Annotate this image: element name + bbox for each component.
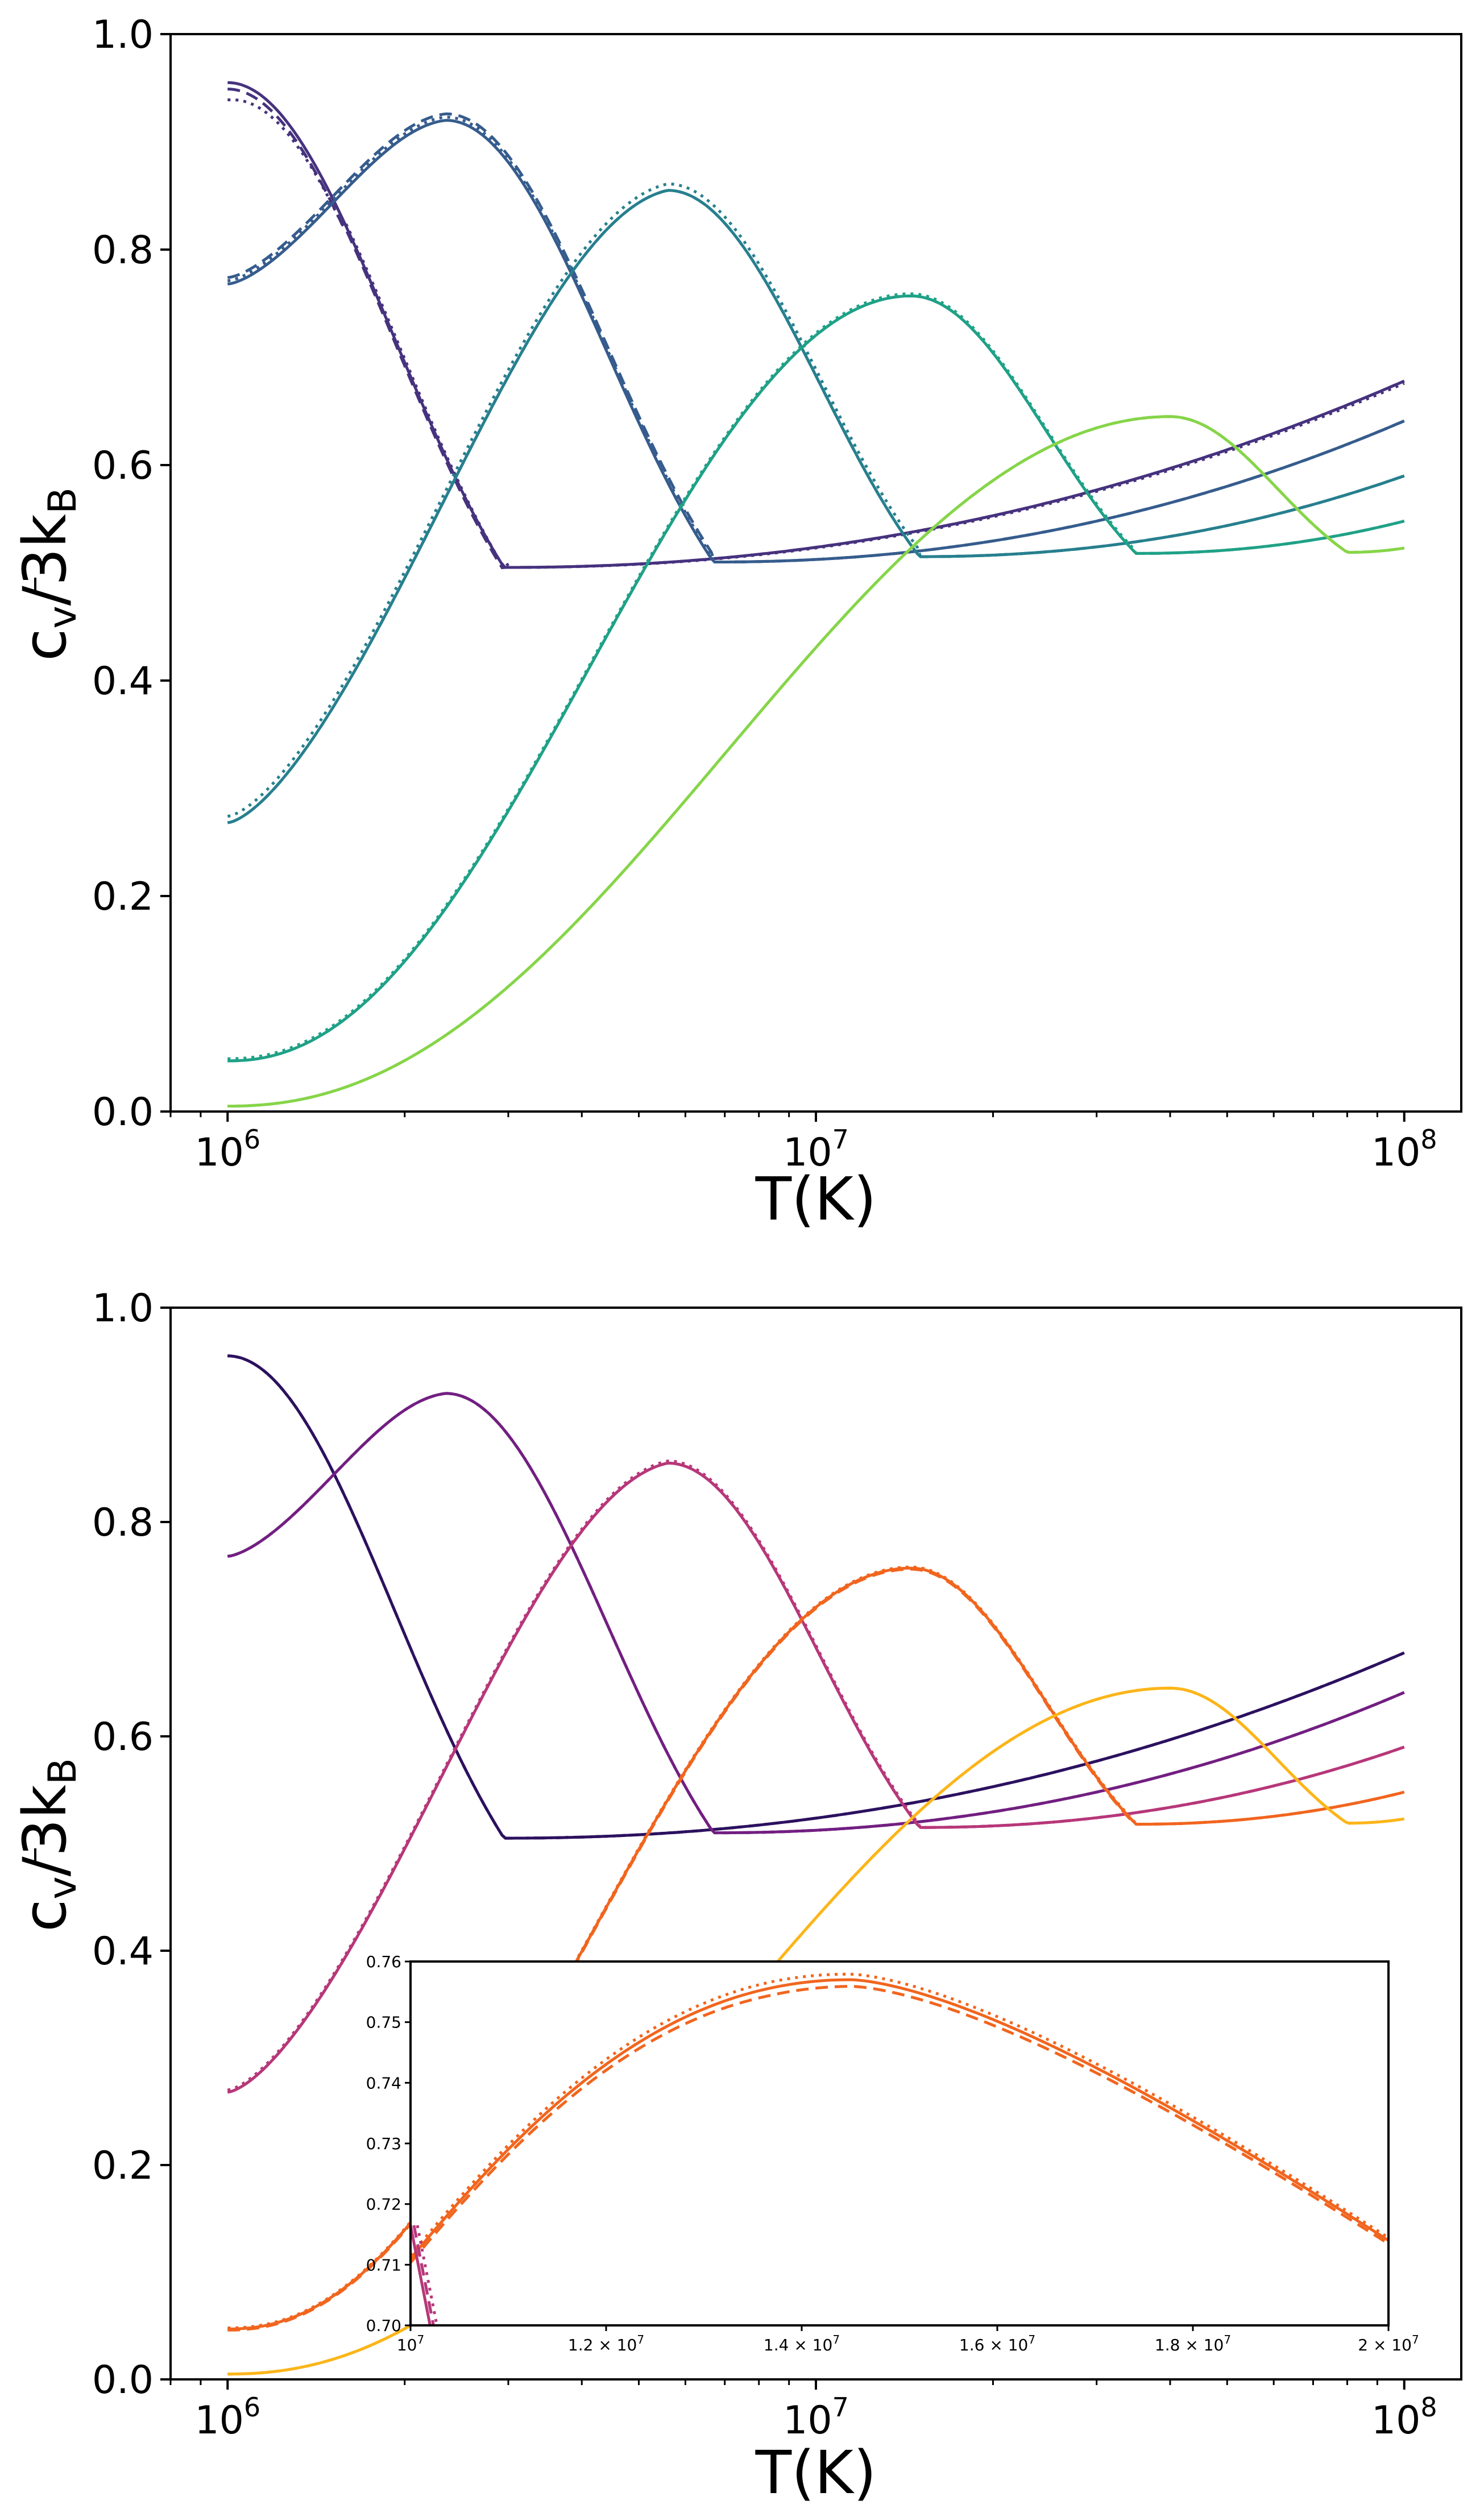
inset-panel: 0.70 0.71 0.72 0.73 0.74 0.75 0.76 107 1.2 × 10… [366,1952,1419,2354]
y-tick-label: 0.8 [92,1500,154,1545]
curve-2-dotted-line [227,115,1405,563]
inset-y-tick-label: 0.76 [366,1952,401,1971]
inset-y-tick-label: 0.71 [366,2255,401,2274]
bottom-y-axis-label: cv/3kB [10,1758,85,1932]
curve-5-solid-line [227,415,1405,1108]
top-panel: 0.0 0.2 0.4 0.6 0.8 1.0 106 107 108 T(K) cv/3kB [10,13,1462,1234]
top-x-axis: 106 107 108 [169,1112,1437,1175]
x-tick-label: 108 [1371,1124,1437,1175]
curve-4-dotted-line [227,292,1405,1060]
curve-5-dotted-line [227,1686,1405,2376]
y-tick-label: 1.0 [92,1286,154,1331]
y-tick-label: 0.0 [92,1090,154,1135]
inset-curve-4-dotted-line [411,1972,1388,2257]
inset-x-tick-label: 1.2 × 107 [568,2333,644,2354]
curve-2-dashed-line [227,112,1405,563]
bottom-x-axis-label: T(K) [755,2438,877,2507]
y-label-slash: /3k [10,1785,80,1876]
bottom-x-axis: 106 107 108 [169,2379,1437,2443]
y-tick-label: 0.6 [92,1715,154,1760]
curve-3-solid-line [227,189,1405,824]
inset-curve-3-solid-line [411,2225,432,2325]
y-label-b-sub: B [40,487,85,514]
inset-curve-4-solid-line [411,1978,1388,2260]
x-tick-label: 107 [783,1124,849,1175]
curve-3-dotted-line [227,1459,1405,2092]
curve-2-solid-line [227,119,1405,563]
x-tick-label: 106 [194,2392,260,2443]
inset-curve-3-dashed-line [412,2225,435,2325]
top-curves [227,81,1405,1108]
curve-1-dashed-line [227,88,1405,570]
curve-1-dotted-line [227,98,1405,569]
x-tick-label: 108 [1371,2392,1437,2443]
top-x-axis-label: T(K) [755,1164,877,1234]
x-tick-label: 106 [194,1124,260,1175]
inset-x-tick-label: 1.6 × 107 [959,2333,1035,2354]
y-tick-label: 0.8 [92,228,154,273]
top-axes-frame [169,33,1462,1113]
curve-1-solid-line [227,81,1405,569]
curve-1-solid-line [227,1354,1405,1840]
inset-y-tick-label: 0.75 [366,2013,401,2032]
curve-1-dashed-line [227,1354,1405,1840]
curve-5-dotted-line [227,415,1405,1108]
x-tick-label: 107 [783,2392,849,2443]
y-label-c: c [10,1900,80,1932]
inset-curve-3-dotted-line [416,2225,438,2325]
curve-3-dashed-line [227,189,1405,824]
inset-curve-4-dashed-line [411,1985,1388,2264]
inset-y-axis: 0.70 0.71 0.72 0.73 0.74 0.75 0.76 [366,1952,411,2335]
inset-background [411,1962,1388,2325]
y-tick-label: 0.0 [92,2358,154,2403]
inset-x-tick-label: 1.4 × 107 [764,2333,840,2354]
inset-y-tick-label: 0.73 [366,2134,401,2153]
curve-2-dotted-line [227,1392,1405,1835]
inset-curves [411,1972,1388,2325]
bottom-y-axis: 0.0 0.2 0.4 0.6 0.8 1.0 [92,1286,171,2403]
curve-3-dotted-line [227,182,1405,818]
inset-y-tick-label: 0.74 [366,2074,401,2092]
y-label-v-sub: v [40,1876,85,1899]
inset-y-tick-label: 0.72 [366,2195,401,2214]
y-label-b-sub: B [40,1758,85,1785]
y-tick-label: 0.6 [92,443,154,488]
curve-5-dashed-line [227,415,1405,1108]
curve-1-dotted-line [227,1354,1405,1840]
inset-x-tick-label: 1.8 × 107 [1155,2333,1231,2354]
y-label-slash: /3k [10,514,80,606]
bottom-panel: 0.0 0.2 0.4 0.6 0.8 1.0 106 107 108 T(K) cv/3kB… [10,1286,1462,2507]
inset-x-tick-label: 2 × 107 [1358,2333,1419,2354]
curve-2-dashed-line [227,1392,1405,1835]
curve-2-solid-line [227,1392,1405,1835]
inset-y-tick-label: 0.70 [366,2316,401,2335]
top-y-axis: 0.0 0.2 0.4 0.6 0.8 1.0 [92,13,171,1135]
y-label-c: c [10,629,80,661]
inset-x-axis: 107 1.2 × 107 1.4 × 107 1.6 × 107 1.8 × 107 2… [397,2325,1419,2354]
curve-4-dashed-line [227,294,1405,1063]
y-tick-label: 0.2 [92,874,154,919]
curve-4-solid-line [227,294,1405,1063]
y-tick-label: 1.0 [92,13,154,57]
top-y-axis-label: cv/3kB [10,487,85,661]
y-label-v-sub: v [40,606,85,628]
inset-x-tick-label: 107 [397,2333,424,2354]
y-tick-label: 0.2 [92,2143,154,2188]
y-tick-label: 0.4 [92,1929,154,1974]
y-tick-label: 0.4 [92,659,154,704]
